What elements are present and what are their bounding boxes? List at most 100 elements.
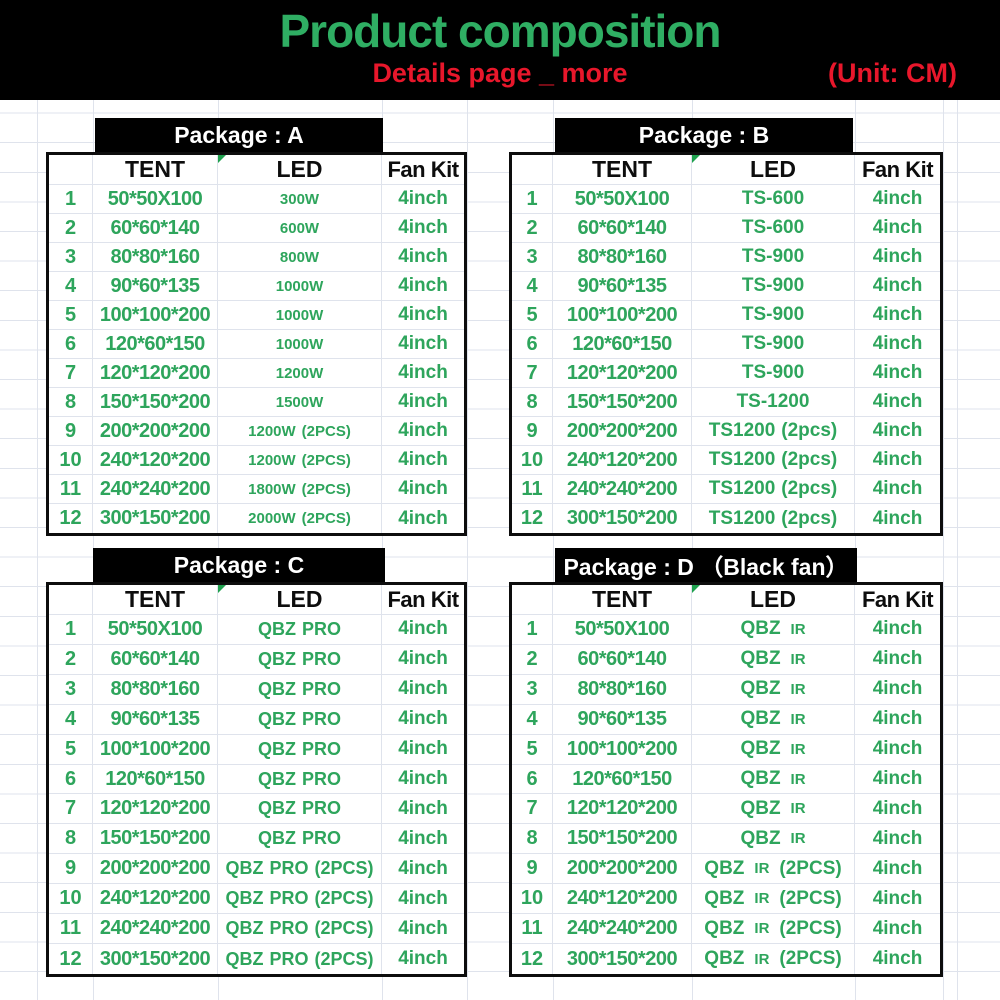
fan-kit-cell: 4inch (382, 359, 464, 388)
led-cell: QBZ PRO (2PCS) (218, 854, 382, 885)
row-number: 10 (49, 884, 93, 915)
tent-size-cell: 150*150*200 (553, 388, 692, 417)
background-gridline (957, 100, 958, 1000)
tent-size-cell: 100*100*200 (553, 734, 692, 765)
led-token: QBZ (225, 918, 264, 939)
fan-kit-cell: 4inch (855, 446, 940, 475)
background-gridline (943, 100, 944, 1000)
fan-kit-cell: 4inch (382, 675, 464, 705)
led-cell: QBZ PRO (218, 734, 382, 765)
row-number: 4 (512, 272, 553, 301)
row-number: 7 (512, 794, 553, 825)
fan-kit-cell: 4inch (398, 948, 448, 970)
led-token: TS1200 (708, 478, 776, 499)
page-subtitle: Details page _ more (372, 58, 628, 88)
fan-kit-cell: 4inch (382, 914, 464, 945)
led-cell: 1200W (218, 359, 382, 388)
tent-size-cell: 60*60*140 (93, 644, 218, 675)
led-cell: TS-900 (692, 330, 855, 359)
fan-kit-cell: 4inch (382, 301, 464, 330)
row-number: 1 (512, 615, 553, 645)
led-token: QBZ (257, 738, 296, 759)
row-number: 5 (512, 301, 553, 330)
led-cell: QBZ IR (2PCS) (692, 854, 855, 885)
led-token: IR (754, 920, 770, 938)
row-number: 2 (512, 214, 553, 243)
led-cell: QBZ IR (692, 644, 855, 675)
led-token: QBZ (257, 798, 296, 819)
led-token: (2pcs) (781, 507, 838, 529)
tent-size-cell: 100*100*200 (93, 734, 218, 765)
led-cell: QBZ IR (692, 615, 855, 645)
tent-size-cell: 120*120*200 (553, 359, 692, 388)
fan-kit-cell: 4inch (872, 507, 923, 529)
led-token: PRO (301, 648, 341, 669)
led-cell: QBZ PRO (218, 644, 382, 675)
row-number: 7 (512, 359, 553, 388)
row-number: 3 (512, 674, 553, 705)
tent-size-cell: 90*60*135 (553, 272, 692, 301)
led-token: (2PCS) (779, 887, 842, 909)
row-number: 9 (49, 417, 93, 446)
tent-size-cell: 150*150*200 (93, 388, 218, 417)
tent-size-cell: 120*60*150 (93, 764, 218, 795)
column-header-led: LED (218, 585, 382, 615)
led-token: IR (790, 770, 806, 788)
led-token: 300W (279, 190, 320, 208)
row-number: 1 (512, 185, 553, 214)
row-number: 1 (49, 615, 93, 645)
row-number: 6 (512, 330, 553, 359)
led-token: QBZ (740, 797, 781, 819)
led-cell: QBZ PRO (218, 674, 382, 705)
led-token: PRO (301, 738, 341, 759)
tent-size-cell: 90*60*135 (93, 272, 218, 301)
led-token: TS1200 (708, 420, 776, 441)
column-header-fan-kit: Fan Kit (382, 155, 464, 185)
led-token: 1000W (275, 277, 324, 295)
led-cell: TS1200 (2pcs) (692, 446, 855, 475)
led-cell: TS-900 (692, 272, 855, 301)
led-token: QBZ (225, 888, 264, 909)
led-token: (2PCS) (314, 858, 374, 879)
fan-kit-cell: 4inch (855, 214, 940, 243)
package-band-d: Package : D （Black fan） (555, 548, 857, 582)
fan-kit-cell: 4inch (855, 735, 940, 765)
led-token: QBZ (740, 648, 781, 670)
tent-size-cell: 60*60*140 (553, 644, 692, 675)
led-cell: TS-600 (692, 185, 855, 214)
led-cell: 1500W (218, 388, 382, 417)
fan-kit-cell: 4inch (855, 645, 940, 675)
column-header-tent: TENT (553, 155, 692, 185)
led-token: 1000W (275, 335, 324, 353)
fan-kit-cell: 4inch (855, 765, 940, 795)
row-number: 8 (512, 388, 553, 417)
package-table-d: TENT LED Fan Kit 1 50*50X100 QBZ IR 4inch 2 60*60… (509, 582, 943, 977)
led-token: (2PCS) (779, 857, 842, 879)
tent-size-cell: 80*80*160 (93, 243, 218, 272)
led-token: QBZ (740, 768, 781, 790)
led-token: TS-900 (741, 362, 805, 383)
fan-kit-cell: 4inch (382, 330, 464, 359)
fan-kit-cell: 4inch (872, 948, 923, 970)
led-token: TS-900 (741, 333, 805, 354)
led-cell: QBZ PRO (2PCS) (218, 914, 382, 945)
row-number: 6 (49, 764, 93, 795)
led-token: TS1200 (708, 507, 776, 529)
led-cell: QBZ IR (692, 794, 855, 825)
fan-kit-cell: 4inch (382, 854, 464, 885)
led-token: QBZ (704, 857, 745, 879)
tent-size-cell: 150*150*200 (93, 824, 218, 855)
led-token: QBZ (740, 678, 781, 700)
led-token: QBZ (225, 948, 264, 969)
fan-kit-cell: 4inch (382, 615, 464, 645)
led-token: (2PCS) (779, 917, 842, 939)
led-token: (2pcs) (781, 420, 838, 441)
led-token: QBZ (257, 768, 296, 789)
unit-label: (Unit: CM) (828, 58, 957, 88)
led-token: IR (754, 890, 770, 908)
corner-cell (49, 155, 93, 185)
tent-size-cell: 60*60*140 (93, 214, 218, 243)
led-token: (2PCS) (301, 480, 351, 498)
led-token: (2PCS) (314, 948, 374, 969)
